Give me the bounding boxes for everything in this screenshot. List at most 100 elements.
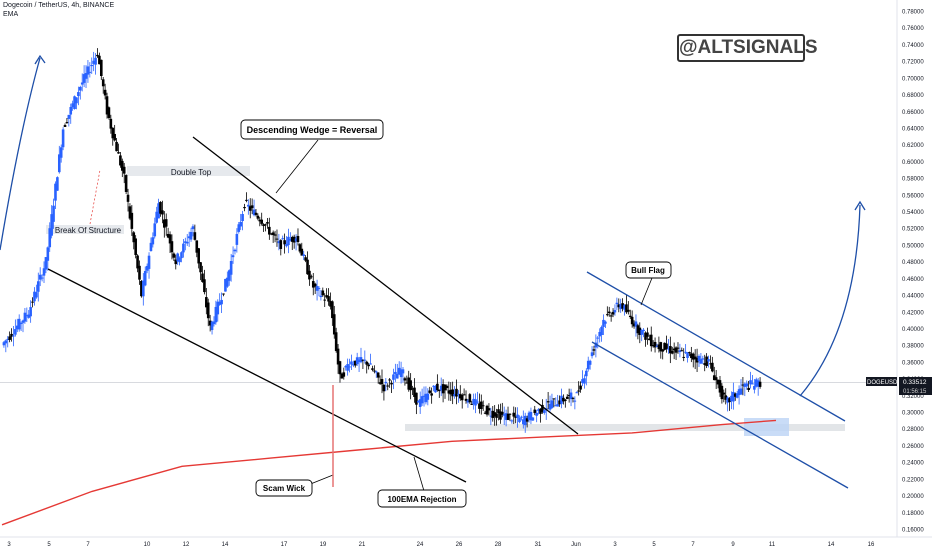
candle-body xyxy=(111,127,115,139)
candle-body xyxy=(758,381,762,387)
candle-body xyxy=(185,241,189,244)
candle-body xyxy=(310,276,313,278)
candle-body xyxy=(237,224,241,232)
y-tick-label: 0.40000 xyxy=(902,327,924,333)
candle-body xyxy=(260,219,263,224)
candle-body xyxy=(113,133,116,141)
candle-body xyxy=(676,347,680,349)
candle-body xyxy=(411,388,414,390)
candle-body xyxy=(493,412,496,417)
candle-body xyxy=(621,303,624,309)
candle-body xyxy=(178,257,181,263)
y-tick-label: 0.30000 xyxy=(902,411,924,417)
candle-body xyxy=(361,359,365,361)
x-tick-label: 24 xyxy=(417,542,424,548)
candle-body xyxy=(745,383,749,387)
candle-body xyxy=(634,321,638,327)
y-tick-label: 0.16000 xyxy=(902,528,924,534)
candle-body xyxy=(501,411,504,415)
candle-body xyxy=(15,325,19,330)
candle-body xyxy=(124,175,128,192)
candle-body xyxy=(724,395,728,400)
candle-body xyxy=(121,160,124,171)
candle-body xyxy=(352,364,355,366)
candle-body xyxy=(609,315,613,317)
candle-body xyxy=(651,345,655,347)
candle-body xyxy=(709,363,712,365)
candle-body xyxy=(350,361,353,365)
candle-body xyxy=(210,321,214,331)
candle-body xyxy=(132,232,136,243)
candle-body xyxy=(409,380,412,391)
candle-body xyxy=(54,183,57,201)
candle-body xyxy=(184,241,187,243)
candle-body xyxy=(17,318,21,330)
candle-body xyxy=(388,379,391,381)
x-axis[interactable]: 3 5 7 10 12 14 17 19 21 24 26 28 31 Jun 3 5 7 9 11 14 16 xyxy=(7,542,875,548)
left-arrow-head xyxy=(34,54,46,65)
candle-body xyxy=(455,388,458,397)
candle-body xyxy=(753,386,756,390)
wedge-upper-line xyxy=(192,136,579,435)
y-axis[interactable]: 0.78000 0.76000 0.74000 0.72000 0.70000 0.680… xyxy=(902,10,924,534)
candle-body xyxy=(451,389,454,397)
candle-body xyxy=(550,400,554,408)
candle-body xyxy=(506,413,510,420)
candle-body xyxy=(23,312,27,322)
bos-pointer xyxy=(89,169,101,225)
candle-body xyxy=(357,359,361,363)
x-tick-label: 26 xyxy=(456,542,463,548)
candle-body xyxy=(134,238,137,255)
candle-body xyxy=(355,357,359,365)
candle-body xyxy=(338,361,342,375)
candle-body xyxy=(235,233,239,245)
candle-body xyxy=(617,304,621,308)
candle-body xyxy=(564,399,567,401)
candle-body xyxy=(648,338,651,341)
candle-body xyxy=(630,316,634,325)
candle-body xyxy=(69,107,73,115)
candle-body xyxy=(191,226,195,230)
candle-body xyxy=(12,335,15,337)
candle-body xyxy=(214,306,218,323)
candle-body xyxy=(682,356,686,358)
candle-body xyxy=(273,234,277,236)
candle-body xyxy=(470,403,474,405)
candle-body xyxy=(98,55,101,65)
candle-body xyxy=(598,331,601,337)
wedge-lower-line xyxy=(47,268,467,483)
candle-body xyxy=(665,343,668,349)
candle-body xyxy=(627,309,630,312)
indicator-label[interactable]: EMA xyxy=(3,11,19,18)
candle-body xyxy=(730,395,733,402)
candle-body xyxy=(367,364,370,367)
candle-body xyxy=(14,329,17,335)
x-tick-label: 28 xyxy=(495,542,502,548)
candle-body xyxy=(342,372,346,377)
candle-body xyxy=(119,155,122,166)
candle-body xyxy=(128,206,132,219)
right-arrow-head xyxy=(854,200,866,211)
candle-body xyxy=(208,320,212,326)
candle-body xyxy=(271,232,275,236)
support-zone xyxy=(405,424,845,431)
double-top-zone xyxy=(127,166,250,176)
candle-body xyxy=(642,329,645,332)
candle-body xyxy=(248,206,252,211)
candle-body xyxy=(575,392,579,394)
candle-body xyxy=(319,295,323,298)
candle-body xyxy=(285,244,288,247)
candle-body xyxy=(726,397,729,403)
candle-body xyxy=(514,416,517,418)
candle-body xyxy=(243,207,246,209)
candle-body xyxy=(583,378,586,384)
candle-body xyxy=(510,420,514,422)
candle-body xyxy=(581,379,584,384)
candle-body xyxy=(290,237,294,242)
candle-body xyxy=(716,379,720,385)
candle-body xyxy=(289,239,292,241)
candle-body xyxy=(304,257,307,261)
candle-body xyxy=(468,394,472,403)
candle-body xyxy=(115,141,118,152)
